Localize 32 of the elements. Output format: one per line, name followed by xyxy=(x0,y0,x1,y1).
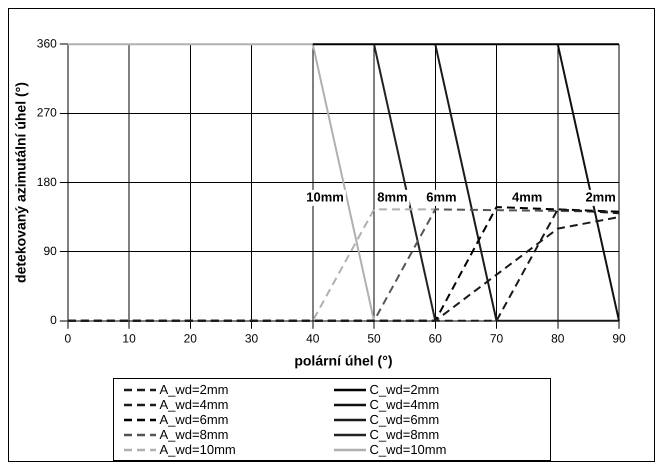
x-tick-label: 40 xyxy=(306,331,320,346)
x-tick-label: 80 xyxy=(551,331,565,346)
x-tick-label: 10 xyxy=(122,331,136,346)
y-tick-label: 0 xyxy=(50,313,58,328)
x-tick-label: 30 xyxy=(244,331,259,346)
x-tick-label: 20 xyxy=(184,331,198,346)
x-axis-title: polární úhel (°) xyxy=(294,352,392,368)
legend-label: A_wd=10mm xyxy=(160,442,236,457)
x-tick-label: 90 xyxy=(612,331,626,346)
legend-label: C_wd=2mm xyxy=(370,382,440,397)
legend-label: C_wd=8mm xyxy=(370,427,440,442)
x-tick-label: 0 xyxy=(64,331,72,346)
annotation: 6mm xyxy=(426,189,457,204)
y-tick-label: 270 xyxy=(36,106,58,120)
legend-label: C_wd=6mm xyxy=(370,412,440,427)
y-axis-title: detekovaný azimutální úhel (°) xyxy=(12,82,28,283)
legend-label: A_wd=6mm xyxy=(160,412,228,427)
y-tick-label: 360 xyxy=(36,36,58,51)
annotation: 8mm xyxy=(377,189,408,204)
legend-label: C_wd=10mm xyxy=(370,442,446,457)
x-tick-label: 60 xyxy=(428,331,442,346)
x-tick-label: 70 xyxy=(490,331,504,346)
x-tick-label: 50 xyxy=(367,331,382,346)
y-tick-label: 90 xyxy=(43,244,58,258)
annotation: 4mm xyxy=(512,189,542,204)
legend-label: A_wd=4mm xyxy=(160,397,228,412)
legend-label: A_wd=8mm xyxy=(160,427,228,442)
annotation: 2mm xyxy=(585,189,616,204)
legend-label: A_wd=2mm xyxy=(160,382,228,397)
legend-label: C_wd=4mm xyxy=(370,397,440,412)
annotation: 10mm xyxy=(306,189,344,204)
y-tick-label: 180 xyxy=(36,174,58,189)
